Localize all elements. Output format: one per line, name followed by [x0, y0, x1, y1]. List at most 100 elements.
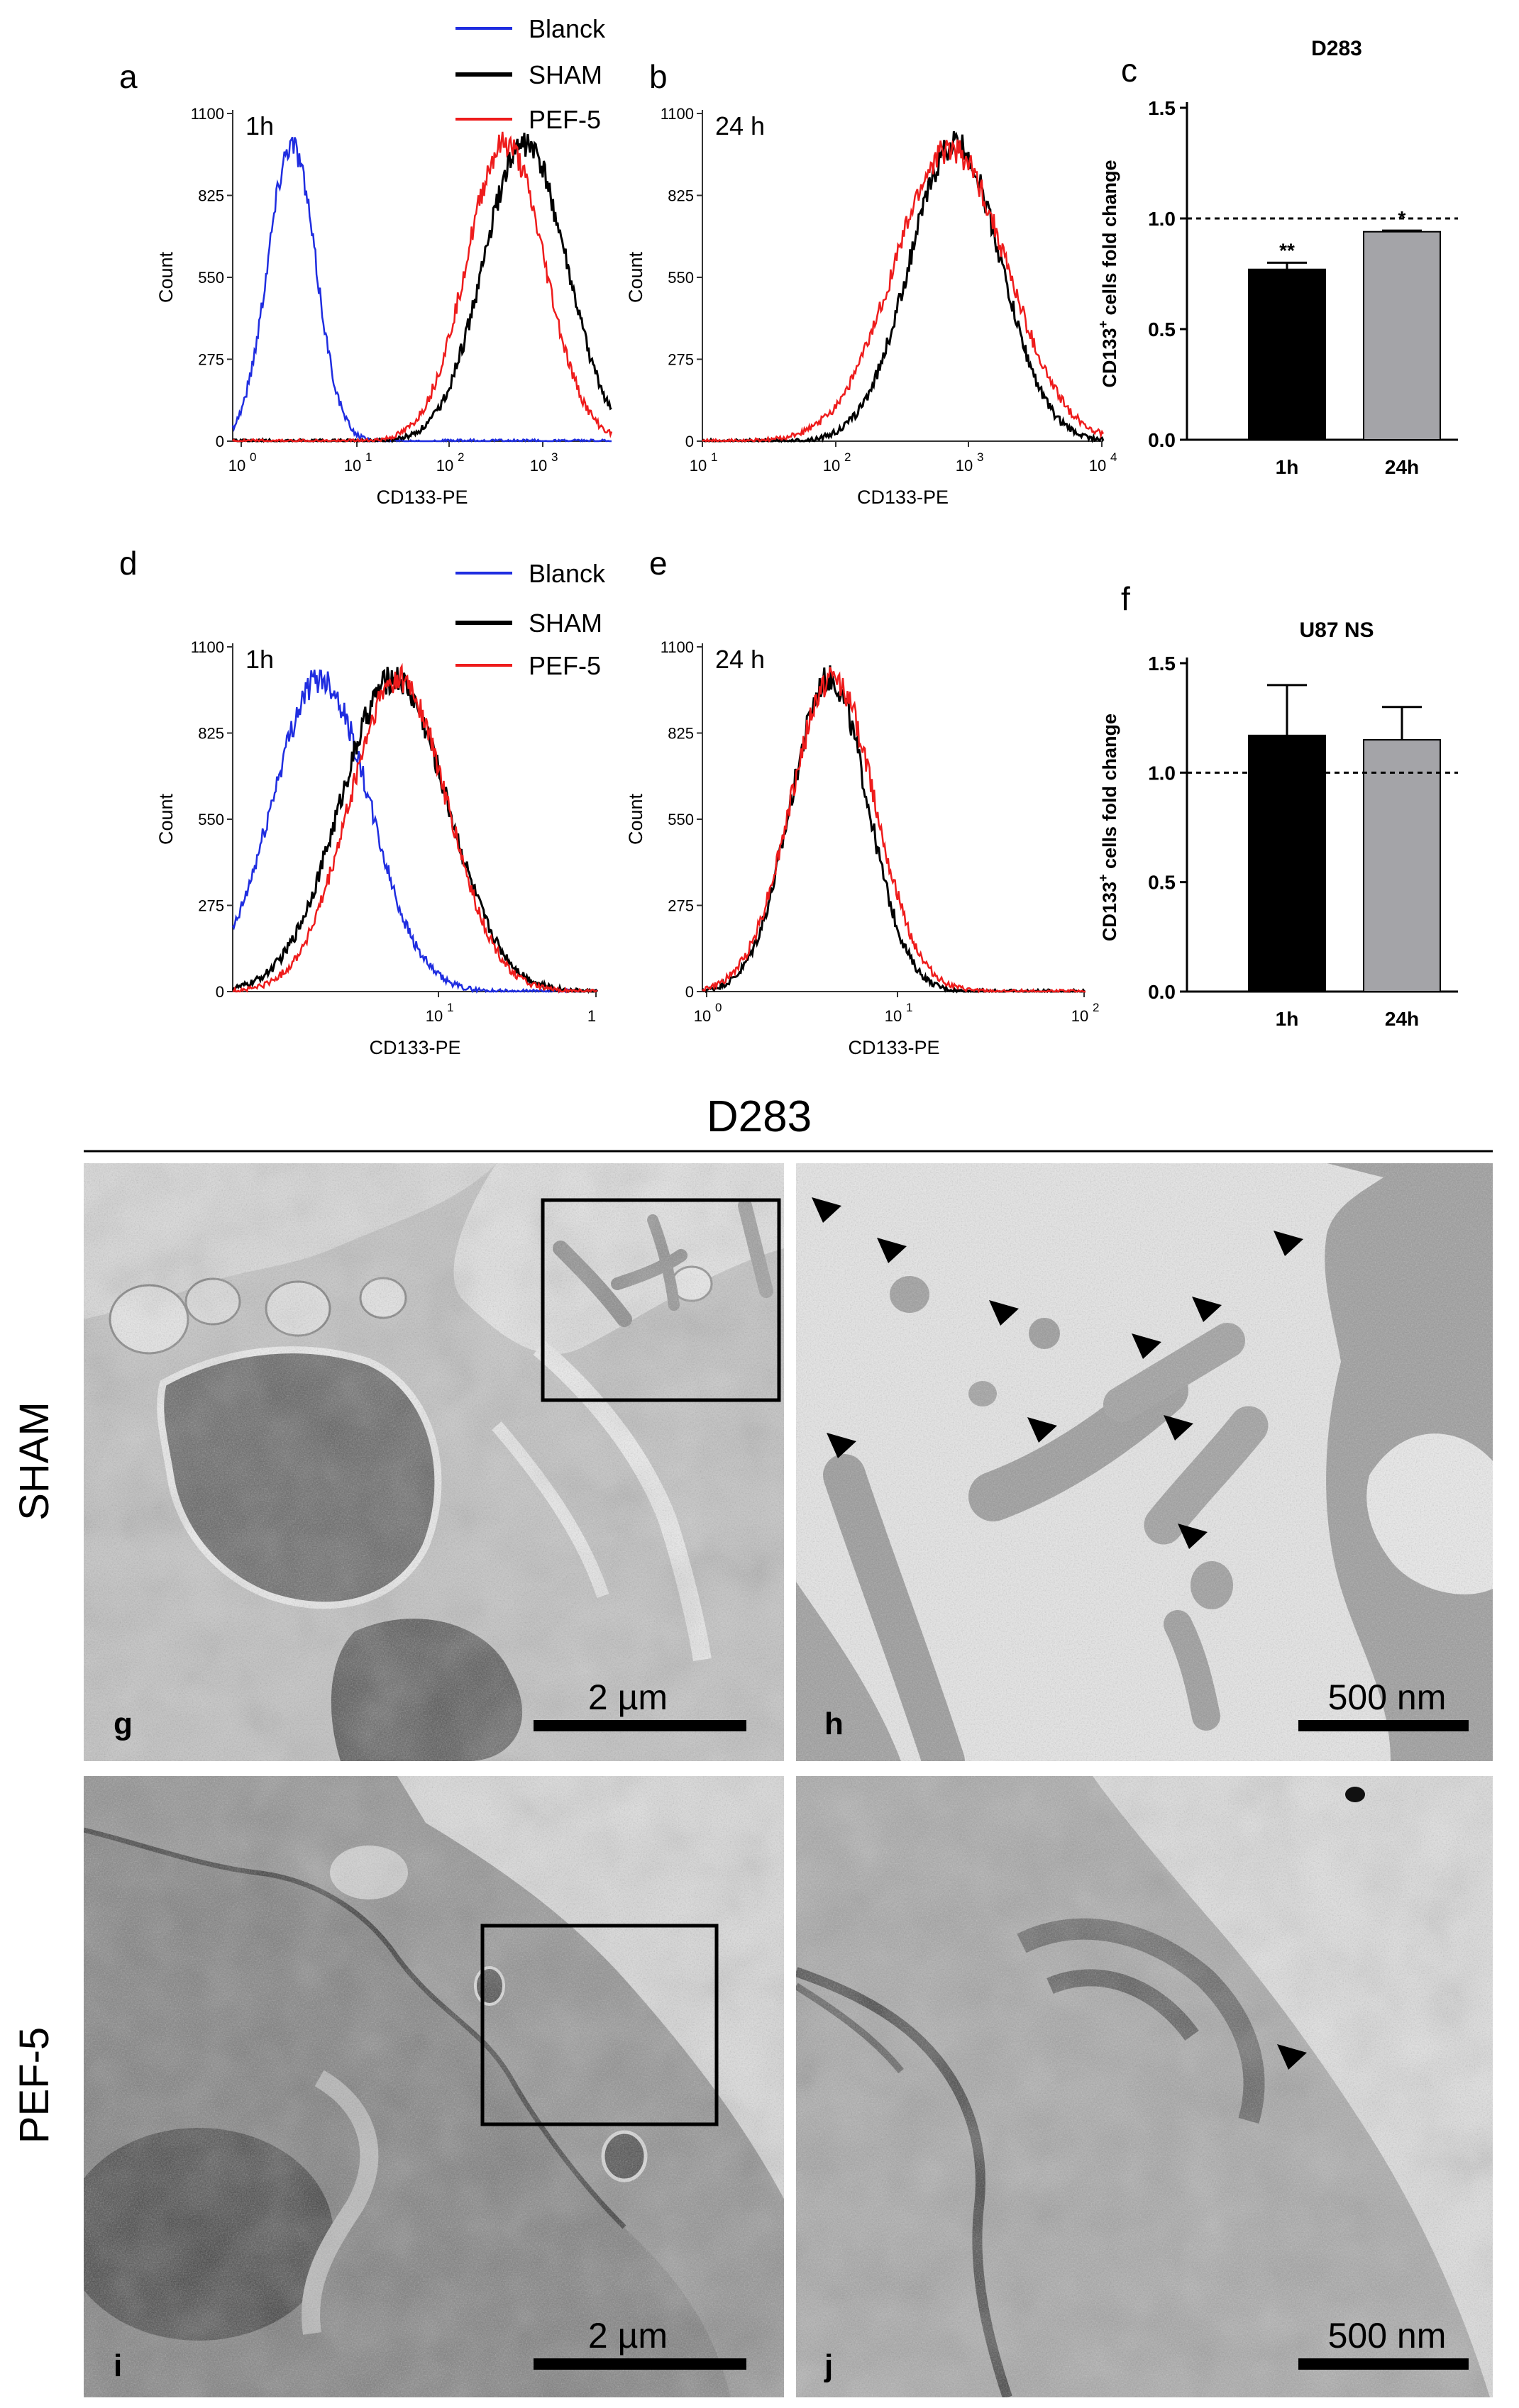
scale-bar-label: 500 nm [1328, 2316, 1447, 2356]
y-tick-label: 825 [668, 725, 694, 743]
x-tick-exponent: 4 [1110, 450, 1117, 464]
legend-label-sham: SHAM [529, 609, 602, 638]
chart-title: U87 NS [1299, 618, 1374, 642]
scale-bar-label: 2 µm [588, 2316, 668, 2356]
x-axis-label: CD133-PE [848, 1037, 939, 1058]
micrograph-j: j 500 nm [796, 1776, 1493, 2397]
panel-label: d [119, 545, 138, 582]
series-line-blanck [231, 669, 599, 994]
x-tick-exponent: 2 [1093, 1001, 1099, 1014]
x-tick-exponent: 1 [906, 1001, 912, 1014]
y-tick-label: 275 [668, 351, 694, 369]
y-tick-label: 0.0 [1148, 429, 1176, 451]
y-tick-label: 0 [685, 433, 694, 450]
y-tick-label: 1.5 [1148, 97, 1176, 119]
y-tick-label: 550 [668, 811, 694, 828]
x-axis-label: CD133-PE [369, 1037, 460, 1058]
x-tick-label: 10 [1071, 1007, 1088, 1025]
micrograph-h: h 500 nm [796, 1163, 1493, 1761]
scale-bar [534, 2358, 746, 2370]
y-axis-label-main: CD133 [1099, 328, 1120, 388]
zoom-box [480, 1924, 719, 2126]
series-line-pef-5 [702, 667, 1086, 994]
row-label-sham: SHAM [11, 1402, 57, 1521]
chart-title: D283 [1311, 37, 1362, 60]
y-tick-label: 825 [668, 187, 694, 205]
x-tick-label: 24h [1385, 1008, 1419, 1030]
legend-label-pef: PEF-5 [529, 651, 601, 680]
panel-label: a [119, 58, 138, 95]
scale-bar-label: 2 µm [588, 1677, 668, 1717]
x-tick-exponent: 0 [715, 1001, 722, 1014]
series-line-pef-5 [232, 662, 598, 994]
legend-label-blank: Blanck [529, 14, 606, 43]
bar-24h [1363, 231, 1441, 440]
row-label-pef: PEF-5 [11, 2027, 57, 2143]
bar-chart-panel-c: c D283 0.0 0.5 1.0 1.5 CD133+ cells fold chang… [1096, 37, 1458, 478]
panel-label: f [1121, 580, 1130, 617]
x-tick-label: 10 [690, 457, 707, 475]
y-tick-label: 1100 [191, 105, 224, 123]
legend-bottom: Blanck SHAM PEF-5 [455, 559, 606, 680]
y-tick-label: 0.5 [1148, 318, 1176, 340]
x-tick-exponent: 0 [250, 450, 256, 464]
panel-label: e [649, 545, 668, 582]
panel-label: b [649, 58, 668, 95]
section-title: D283 [707, 1092, 812, 1141]
legend-label-pef: PEF-5 [529, 105, 601, 134]
legend-top: Blanck SHAM PEF-5 [455, 14, 606, 134]
series-line-pef-5 [702, 139, 1105, 443]
time-label: 24 h [715, 111, 765, 140]
x-axis-label: CD133-PE [376, 487, 468, 508]
scale-bar [1298, 1720, 1469, 1731]
time-label: 1h [245, 111, 274, 140]
series-line-sham [232, 133, 612, 443]
y-tick-label: 1100 [191, 638, 224, 656]
bar-24h [1363, 739, 1441, 992]
x-tick-label: 24h [1385, 456, 1419, 478]
y-tick-label: 275 [198, 351, 224, 369]
panel-label: g [114, 1707, 133, 1741]
y-tick-label: 1.0 [1148, 762, 1176, 784]
x-tick-label: 10 [1089, 457, 1106, 475]
panel-label: i [114, 2348, 122, 2383]
y-tick-label: 550 [198, 269, 224, 287]
y-tick-label: 1.5 [1148, 653, 1176, 675]
histogram-panel-b: b 24 h 0 275 550 825 1100 10 1 10 2 10 3 10 4 CD133-PE C… [625, 58, 1117, 508]
y-tick-label: 1100 [661, 638, 694, 656]
y-axis-label-rest: cells fold change [1099, 714, 1120, 875]
y-axis-label-rest: cells fold change [1099, 160, 1120, 321]
arrowheads [812, 1197, 1303, 1549]
x-tick-exponent: 2 [844, 450, 851, 464]
legend-label-blank: Blanck [529, 559, 606, 588]
y-tick-label: 275 [198, 897, 224, 915]
scale-bar [1298, 2358, 1469, 2370]
x-tick-label: 10 [530, 457, 547, 475]
y-axis-label-main: CD133 [1099, 882, 1120, 941]
bar-1h [1248, 734, 1326, 992]
scale-bar-label: 500 nm [1328, 1677, 1447, 1717]
x-tick-label: 1 [587, 1007, 596, 1025]
bar-1h [1248, 268, 1326, 441]
micrograph-i: i 2 µm [84, 1776, 784, 2397]
y-axis-label: CD133+ cells fold change [1096, 714, 1120, 941]
scale-bar [534, 1720, 746, 1731]
x-axis-label: CD133-PE [857, 487, 949, 508]
series-line-pef-5 [232, 131, 613, 443]
time-label: 24 h [715, 645, 765, 674]
x-tick-label: 10 [694, 1007, 711, 1025]
y-axis-label: CD133+ cells fold change [1096, 160, 1120, 387]
y-tick-label: 0 [685, 983, 694, 1001]
y-axis-label: Count [625, 251, 646, 303]
x-tick-label: 10 [228, 457, 245, 475]
panel-label: c [1121, 52, 1137, 89]
y-axis-label-sup: + [1096, 321, 1110, 328]
y-tick-label: 275 [668, 897, 694, 915]
y-tick-label: 0.5 [1148, 872, 1176, 894]
x-tick-label: 10 [885, 1007, 902, 1025]
zoom-box [541, 1198, 781, 1402]
x-tick-exponent: 1 [447, 1001, 453, 1014]
x-tick-exponent: 3 [977, 450, 983, 464]
